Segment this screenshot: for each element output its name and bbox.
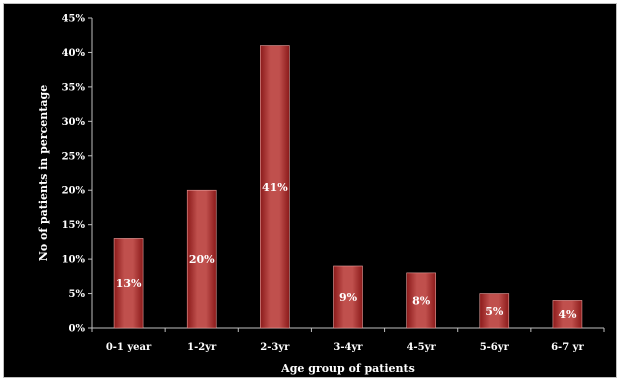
x-tick-label: 1-2yr (187, 342, 217, 353)
y-tick-label: 40% (62, 48, 86, 59)
bar-5-6yr (479, 293, 510, 329)
data-label: 20% (189, 253, 215, 266)
y-tick-label: 30% (62, 117, 86, 128)
y-tick-label: 15% (62, 220, 86, 231)
bar-4-5yr (406, 272, 436, 329)
y-tick-label: 25% (62, 151, 86, 162)
data-label: 41% (262, 181, 288, 194)
y-tick-label: 35% (62, 82, 86, 93)
labels: 0% 5% 10% 15% 20% 25% 30% 35% 40% 45% 0-1 year 13% 1… (62, 14, 585, 354)
data-label: 5% (485, 305, 504, 318)
data-label: 9% (339, 291, 358, 304)
bar-0-1-year (113, 238, 144, 329)
bar-6-7-yr (552, 300, 583, 329)
y-tick-label: 10% (62, 255, 86, 266)
x-tick-label: 6-7 yr (551, 342, 584, 353)
x-tick-label: 3-4yr (333, 342, 363, 353)
y-tick-label: 0% (69, 324, 86, 335)
bar-2-3yr (260, 45, 290, 329)
x-axis-title: Age group of patients (280, 362, 415, 375)
y-tick-label: 20% (62, 186, 86, 197)
data-label: 4% (558, 308, 577, 321)
y-axis-title: No of patients in percentage (37, 85, 50, 261)
x-tick-label: 0-1 year (106, 342, 152, 353)
bars (113, 45, 583, 329)
x-tick-label: 2-3yr (260, 342, 290, 353)
y-tick-label: 5% (69, 289, 86, 300)
x-tick-label: 4-5yr (407, 342, 437, 353)
bar-3-4yr (333, 265, 363, 329)
x-tick-label: 5-6yr (480, 342, 510, 353)
bar-1-2yr (186, 189, 217, 329)
data-label: 13% (116, 277, 142, 290)
data-label: 8% (412, 294, 431, 307)
y-tick-label: 45% (62, 14, 86, 25)
chart-frame (3, 3, 617, 378)
